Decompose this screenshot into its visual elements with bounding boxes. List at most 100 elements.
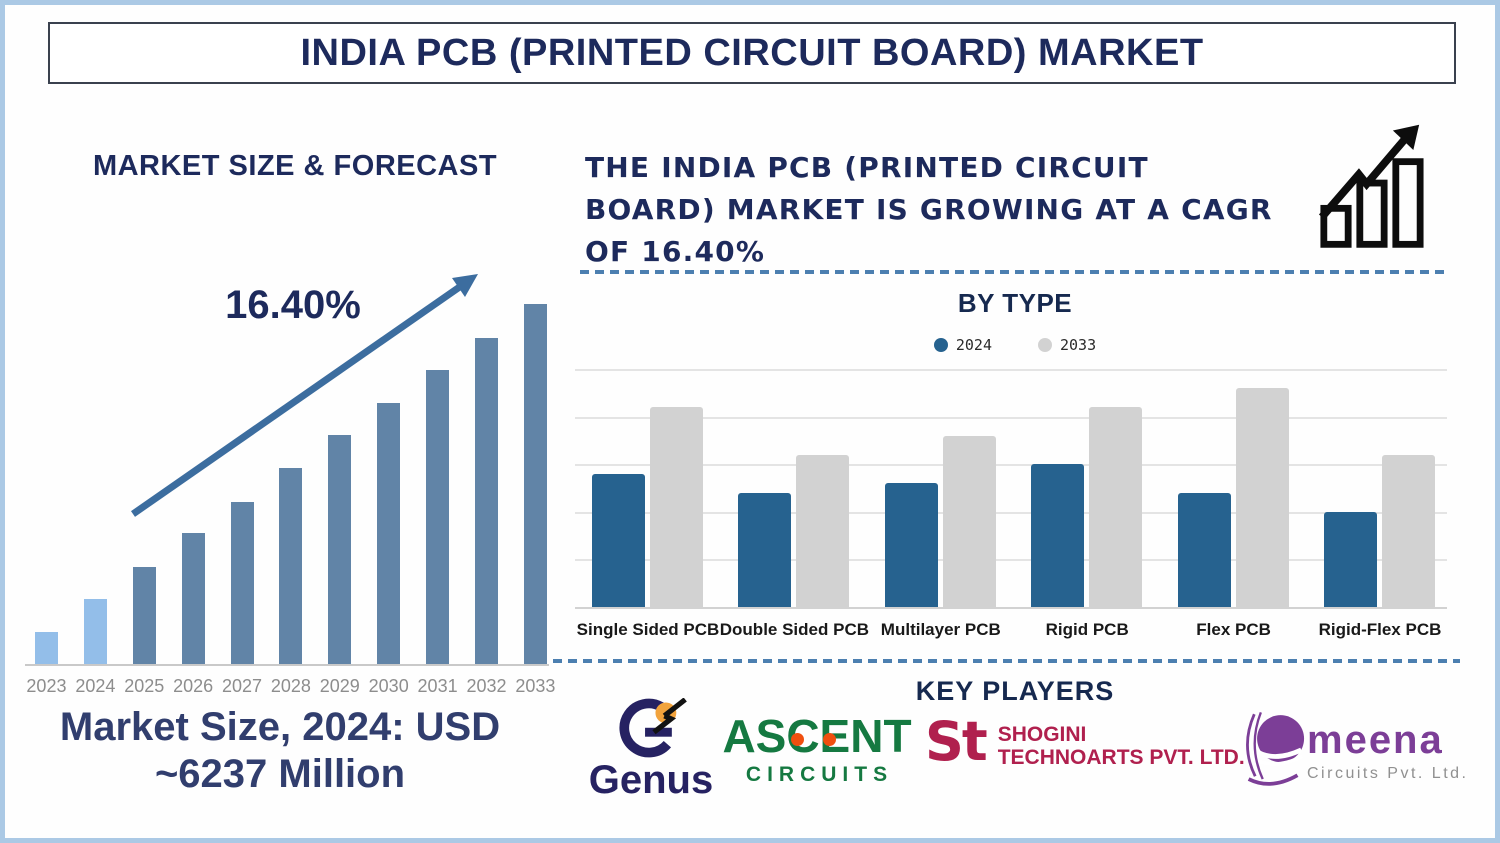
growth-arrow-icon: [131, 274, 478, 517]
key-players-title: KEY PLAYERS: [915, 676, 1115, 706]
year-label: 2025: [124, 676, 165, 696]
legend-label: 2033: [1060, 336, 1097, 354]
forecast-bar-2026: [181, 533, 205, 665]
forecast-bar-2024: [83, 599, 107, 665]
gridline: [575, 464, 1447, 467]
meena-text: meena Circuits Pvt. Ltd.: [1307, 720, 1468, 783]
growth-chart-icon: [1318, 124, 1424, 248]
year-label: 2032: [466, 676, 507, 696]
forecast-bar-cell: [511, 299, 560, 665]
genus-logo: Genus: [585, 698, 717, 803]
year-label: 2026: [173, 676, 214, 696]
genus-logo-icon: [619, 698, 687, 758]
category-label: Rigid PCB: [1045, 620, 1129, 639]
bar-2024-Flex PCB: [1177, 492, 1231, 607]
dashed-divider-top: [580, 270, 1448, 274]
legend-dot-icon: [1038, 338, 1052, 352]
ascent-wordmark: ASCENT: [722, 712, 911, 760]
legend-item-2033: 2033: [1038, 336, 1096, 354]
forecast-bar-2025: [132, 567, 156, 665]
dashed-divider-bottom: [553, 659, 1460, 663]
bar-2024-Multilayer PCB: [884, 483, 938, 607]
market-size-note: Market Size, 2024: USD ~6237 Million: [25, 704, 535, 798]
ascent-tagline: CIRCUITS: [745, 763, 894, 787]
year-label: 2031: [417, 676, 458, 696]
market-size-line1: Market Size, 2024: USD: [59, 705, 501, 749]
forecast-bar-cell: [462, 299, 511, 665]
category-label: Rigid-Flex PCB: [1318, 620, 1442, 639]
forecast-bar-cell: [22, 299, 71, 665]
gridline: [575, 511, 1447, 514]
shogini-wordmark: SHOGINI TECHNOARTS PVT. LTD.: [998, 723, 1245, 769]
forecast-bar-2023: [34, 632, 58, 665]
gridline: [575, 559, 1447, 562]
forecast-bar-2031: [426, 370, 450, 665]
orange-dot-icon: [823, 733, 837, 746]
bytype-axis-line: [575, 607, 1447, 609]
page-title: INDIA PCB (PRINTED CIRCUIT BOARD) MARKET: [300, 31, 1204, 74]
category-label: Multilayer PCB: [880, 620, 1001, 639]
forecast-axis-line: [25, 664, 549, 666]
headline-line2: BOARD) MARKET IS GROWING AT A CAGR: [585, 193, 1273, 226]
year-label: 2030: [368, 676, 409, 696]
bar-2024-Double Sided PCB: [738, 492, 792, 607]
year-label: 2023: [26, 676, 67, 696]
ascent-wordmark-text: ASCENT: [722, 710, 912, 762]
forecast-bar-2028: [279, 468, 303, 665]
bytype-section-title: BY TYPE: [957, 288, 1073, 318]
bar-2024-Rigid PCB: [1031, 464, 1085, 607]
bar-2033-Single Sided PCB: [650, 407, 703, 607]
bytype-plot: [575, 369, 1447, 609]
year-label: 2029: [319, 676, 360, 696]
bar-2024-Rigid-Flex PCB: [1324, 511, 1377, 607]
category-label: Double Sided PCB: [719, 620, 869, 639]
forecast-year-labels: 2023 2024 2025 2026 2027 2028 2029 2030 2031 2032…: [22, 676, 560, 697]
orange-dot-icon: [791, 733, 805, 746]
meena-logo-icon: [1246, 711, 1305, 786]
bar-2033-Rigid PCB: [1089, 407, 1143, 607]
forecast-bar-cell: [71, 299, 120, 665]
bar-2033-Flex PCB: [1235, 388, 1289, 607]
forecast-bar-2033: [523, 304, 547, 665]
shogini-logo: St SHOGINI TECHNOARTS PVT. LTD.: [925, 710, 1245, 773]
forecast-bar-cell: [315, 299, 364, 665]
forecast-bar-cell: [120, 299, 169, 665]
cagr-value-label: 16.40%: [225, 283, 361, 327]
bar-group: [884, 435, 996, 607]
forecast-bar-cell: [364, 299, 413, 665]
forecast-bar-cell: [169, 299, 218, 665]
forecast-bar-2032: [474, 338, 498, 665]
year-label: 2033: [515, 676, 556, 696]
forecast-bar-2027: [230, 502, 254, 665]
legend-item-2024: 2024: [933, 336, 992, 354]
shogini-line2: TECHNOARTS PVT. LTD.: [997, 746, 1245, 769]
legend-label: 2024: [955, 336, 992, 354]
right-headline: THE INDIA PCB (PRINTED CIRCUIT BOARD) MA…: [585, 147, 1325, 273]
headline-line3: OF 16.40%: [585, 235, 766, 268]
forecast-bar-cell: [413, 299, 462, 665]
ascent-logo: ASCENT CIRCUITS: [722, 712, 912, 787]
title-bar: INDIA PCB (PRINTED CIRCUIT BOARD) MARKET: [48, 22, 1456, 84]
bar-group: [1177, 388, 1289, 607]
genus-wordmark: Genus: [588, 758, 714, 802]
meena-tagline: Circuits Pvt. Ltd.: [1307, 765, 1469, 782]
meena-logo: meena Circuits Pvt. Ltd.: [1243, 706, 1468, 792]
forecast-bar-2029: [328, 435, 352, 665]
bar-group: [1324, 454, 1435, 607]
chart-legend: 2024 2033: [570, 336, 1460, 354]
bar-group: [738, 454, 850, 607]
forecast-bar-cell: [266, 299, 315, 665]
category-label: Single Sided PCB: [576, 620, 720, 639]
bar-group: [1031, 407, 1143, 607]
legend-dot-icon: [933, 338, 948, 352]
bytype-category-labels: Single Sided PCB Double Sided PCB Multilay…: [575, 620, 1447, 666]
forecast-bar-cell: [218, 299, 267, 665]
headline-line1: THE INDIA PCB (PRINTED CIRCUIT: [585, 151, 1149, 184]
shogini-monogram-icon: St: [925, 710, 988, 773]
forecast-bar-2030: [377, 403, 401, 665]
bar-2024-Single Sided PCB: [592, 473, 645, 607]
year-label: 2027: [221, 676, 263, 696]
market-size-line2: ~6237 Million: [154, 752, 406, 797]
meena-wordmark: meena: [1307, 718, 1444, 762]
